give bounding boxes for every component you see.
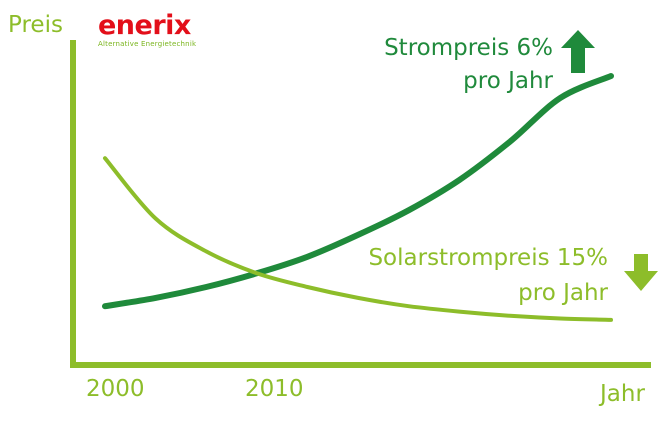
arrow-down-icon <box>624 254 658 291</box>
enerix-logo: enerix Alternative Energietechnik <box>98 10 197 48</box>
y-axis-label: Preis <box>8 12 63 38</box>
strompreis-line <box>102 73 614 310</box>
solarstrompreis-annotation: Solarstrompreis 15% pro Jahr <box>368 241 608 311</box>
solarstrompreis-line <box>103 156 613 322</box>
series-layer <box>102 73 614 322</box>
solarstrompreis-label-line: Solarstrompreis 15% <box>368 245 608 271</box>
arrow-up-icon <box>561 30 595 73</box>
x-tick-label: 2010 <box>245 376 304 402</box>
axes <box>70 40 651 368</box>
x-tick-label: 2000 <box>86 376 145 402</box>
x-axis-label: Jahr <box>600 381 645 407</box>
strompreis-label-line: pro Jahr <box>463 68 553 94</box>
logo-wordmark: enerix <box>98 10 191 41</box>
strompreis-label-line: Strompreis 6% <box>384 35 553 61</box>
strompreis-annotation: Strompreis 6% pro Jahr <box>384 32 553 98</box>
logo-tagline: Alternative Energietechnik <box>98 40 197 48</box>
solarstrompreis-label-line: pro Jahr <box>518 280 608 306</box>
